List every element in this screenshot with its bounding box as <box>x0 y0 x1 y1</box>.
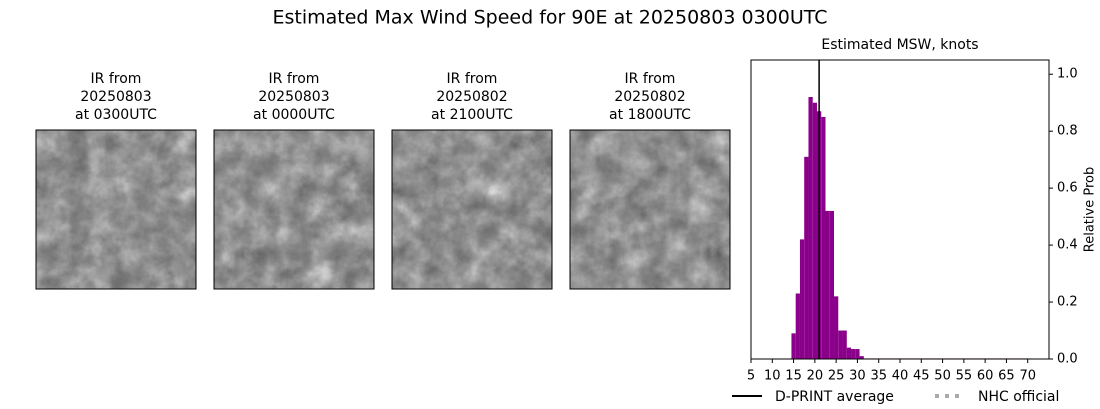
x-tick-label: 35 <box>870 369 887 384</box>
image-frame <box>569 129 731 290</box>
hist-bar <box>829 210 835 359</box>
ir-image <box>36 130 196 289</box>
panel-title: 20250803 <box>258 89 329 105</box>
x-tick-label: 60 <box>977 369 994 384</box>
panel-title: 20250803 <box>80 89 151 105</box>
panel-title: 20250802 <box>614 89 685 105</box>
y-tick-label: 0.6 <box>1057 181 1078 196</box>
ir-image <box>570 130 730 289</box>
x-tick-label: 70 <box>1019 369 1036 384</box>
image-frame <box>35 129 197 290</box>
panel-title: 20250802 <box>436 89 507 105</box>
hist-bar <box>804 156 809 359</box>
x-tick-label: 25 <box>828 369 845 384</box>
hist-bar <box>846 347 852 359</box>
y-tick-label: 0.0 <box>1057 352 1078 367</box>
hist-bar <box>795 293 800 359</box>
x-tick-label: 55 <box>956 369 973 384</box>
ir-image <box>392 130 552 289</box>
y-axis-label: Relative Prob <box>1083 167 1098 252</box>
ir-image <box>214 130 374 289</box>
image-frame <box>213 129 375 290</box>
legend-label: D-PRINT average <box>775 389 894 405</box>
hist-bar <box>851 349 856 359</box>
panel-title: IR from <box>625 71 676 87</box>
y-tick-label: 1.0 <box>1057 67 1078 82</box>
x-tick-label: 15 <box>785 369 802 384</box>
panel-title: at 1800UTC <box>609 107 691 123</box>
x-tick-label: 10 <box>764 369 781 384</box>
x-tick-label: 40 <box>892 369 909 384</box>
legend-label: NHC official <box>978 389 1059 405</box>
hist-bar <box>808 97 813 360</box>
y-tick-label: 0.4 <box>1057 238 1078 253</box>
x-tick-label: 30 <box>849 369 866 384</box>
x-tick-label: 45 <box>913 369 930 384</box>
hist-bar <box>825 210 830 359</box>
x-tick-label: 5 <box>747 369 755 384</box>
y-tick-label: 0.2 <box>1057 295 1078 310</box>
panel-title: IR from <box>269 71 320 87</box>
x-tick-label: 65 <box>998 369 1015 384</box>
hist-bar <box>821 116 826 359</box>
hist-bar <box>791 333 796 359</box>
hist-bar <box>842 330 847 359</box>
hist-bar <box>834 296 839 359</box>
panel-title: at 0000UTC <box>253 107 335 123</box>
x-tick-label: 20 <box>807 369 824 384</box>
panel-title: IR from <box>447 71 498 87</box>
hist-bar <box>838 330 843 359</box>
chart-title: Estimated MSW, knots <box>821 37 978 53</box>
hist-bar <box>859 356 864 359</box>
y-tick-label: 0.8 <box>1057 124 1078 139</box>
hist-bar <box>799 239 805 359</box>
hist-bar <box>812 102 817 359</box>
image-frame <box>391 129 553 290</box>
panel-title: at 2100UTC <box>431 107 513 123</box>
hist-bar <box>855 349 860 359</box>
panel-title: IR from <box>91 71 142 87</box>
x-tick-label: 50 <box>934 369 951 384</box>
figure-title: Estimated Max Wind Speed for 90E at 2025… <box>272 7 827 29</box>
panel-title: at 0300UTC <box>75 107 157 123</box>
